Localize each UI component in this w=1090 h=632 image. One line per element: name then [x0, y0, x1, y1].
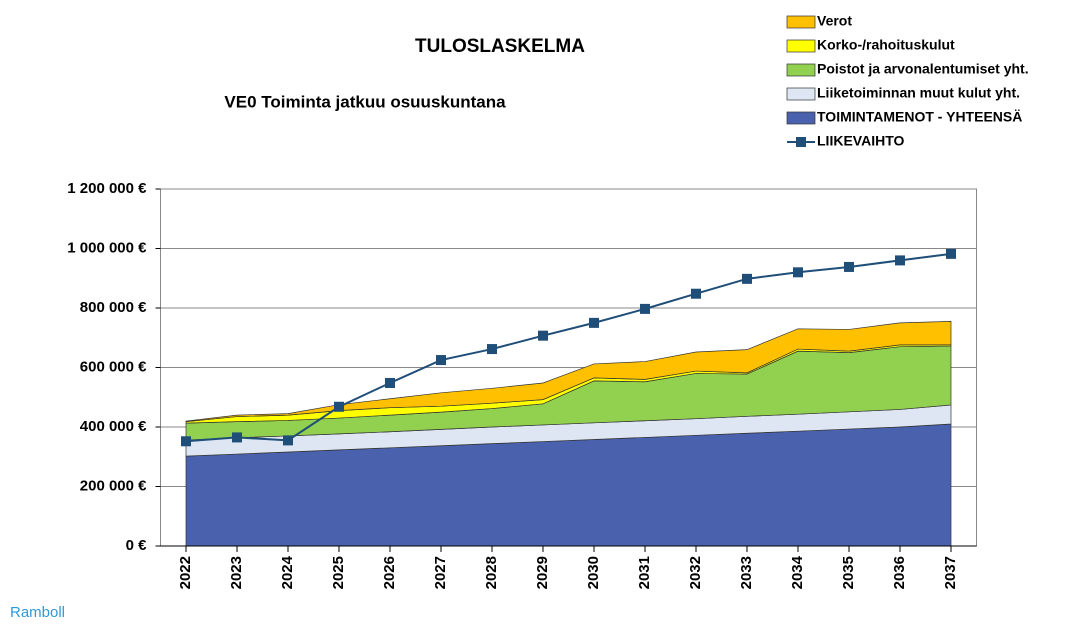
- source: Ramboll: [10, 604, 65, 621]
- x-tick-label: 2025: [330, 556, 347, 589]
- area: [185, 321, 952, 423]
- x-tick-label: 2037: [942, 556, 959, 589]
- marker: [487, 344, 497, 355]
- marker: [640, 303, 650, 314]
- marker: [793, 267, 803, 278]
- line: [185, 252, 952, 443]
- marker: [283, 435, 293, 446]
- x-tick-label: 2027: [432, 556, 449, 589]
- marker: [589, 317, 599, 328]
- x-tick-label: 2030: [585, 556, 602, 589]
- legend-swatch: [786, 87, 816, 101]
- y-tick-label: 800 000 €: [80, 299, 147, 316]
- y-tick-label: 0 €: [126, 537, 148, 554]
- chart-subtitle: VE0 Toiminta jatkuu osuuskuntana: [224, 92, 506, 111]
- x-tick-label: 2029: [534, 556, 551, 589]
- marker: [946, 248, 956, 259]
- legend-marker: [796, 137, 806, 147]
- y-tick-label: 1 000 000 €: [67, 239, 147, 256]
- x-tick-label: 2031: [636, 556, 653, 589]
- x-tick-label: 2026: [381, 556, 398, 589]
- x-tick-label: 2028: [483, 556, 500, 589]
- marker: [742, 273, 752, 284]
- marker: [385, 377, 395, 388]
- marker: [844, 261, 854, 272]
- x-tick-label: 2036: [891, 556, 908, 589]
- x-tick-label: 2035: [840, 556, 857, 589]
- marker: [181, 436, 191, 447]
- y-tick-label: 400 000 €: [80, 418, 147, 435]
- x-tick-label: 2032: [687, 556, 704, 589]
- legend-swatch: [786, 63, 816, 77]
- legend-swatch: [786, 111, 816, 125]
- marker: [691, 288, 701, 299]
- y-tick-label: 600 000 €: [80, 358, 147, 375]
- marker: [538, 330, 548, 341]
- x-tick-label: 2022: [177, 556, 194, 589]
- marker: [895, 255, 905, 266]
- x-tick-label: 2024: [279, 555, 296, 589]
- x-tick-label: 2034: [789, 555, 806, 589]
- legend-swatch: [786, 39, 816, 53]
- marker: [436, 355, 446, 366]
- chart-title: TULOSLASKELMA: [415, 36, 585, 57]
- x-tick-label: 2033: [738, 556, 755, 589]
- legend-label: TOIMINTAMENOT - YHTEENSÄ: [817, 109, 1022, 125]
- marker: [232, 432, 242, 443]
- y-tick-label: 1 200 000 €: [67, 180, 147, 197]
- legend-label: Poistot ja arvonalentumiset yht.: [817, 61, 1029, 77]
- legend-label: Verot: [817, 13, 852, 29]
- y-tick-label: 200 000 €: [80, 477, 147, 494]
- x-tick-label: 2023: [228, 556, 245, 589]
- legend-label: LIIKEVAIHTO: [817, 133, 904, 149]
- legend-label: Korko-/rahoituskulut: [817, 37, 955, 53]
- marker: [334, 401, 344, 412]
- legend-swatch: [786, 15, 816, 29]
- legend-label: Liiketoiminnan muut kulut yht.: [817, 85, 1020, 101]
